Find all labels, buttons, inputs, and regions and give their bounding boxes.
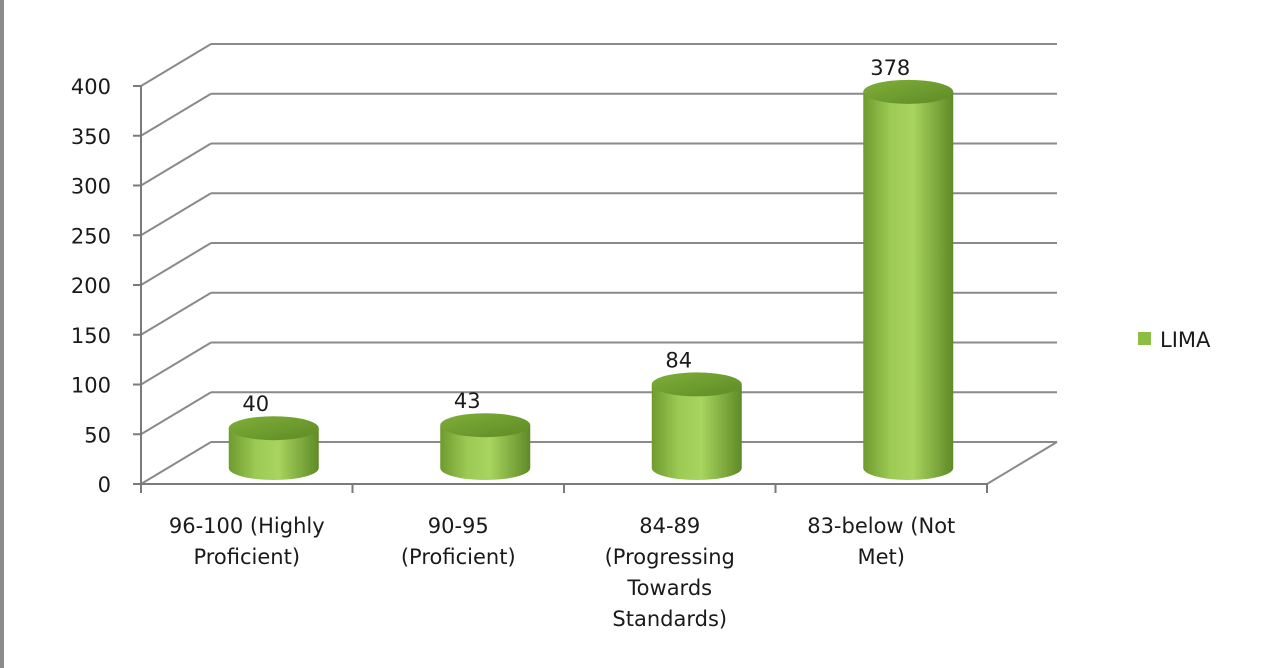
x-tick-label: 96-100 (Highly Proficient)	[169, 514, 325, 569]
gridline-side	[140, 43, 212, 87]
y-tick-label: 300	[71, 175, 111, 199]
bar-body	[440, 425, 531, 480]
data-label: 40	[242, 392, 269, 416]
x-tick-label: 84-89 (Progressing Towards Standards)	[605, 514, 735, 631]
bar	[228, 416, 319, 480]
legend-swatch	[1138, 332, 1151, 345]
y-tick-label: 150	[71, 324, 111, 348]
bar-body	[863, 91, 954, 480]
y-tick-label: 400	[71, 75, 111, 99]
gridline-side	[140, 242, 212, 286]
y-tick-label: 0	[98, 473, 111, 497]
gridline-side	[140, 92, 212, 137]
bar-body	[228, 428, 319, 480]
gridline-side	[140, 441, 212, 485]
legend-item-lima: LIMA	[1138, 328, 1211, 352]
gridline-side	[140, 192, 212, 237]
axes: 0 50 100 150 200 250 300 350 400 96-100 (Highly Pr…	[71, 75, 988, 631]
bar-top	[863, 79, 954, 104]
labels: 40 43 84 378	[242, 56, 910, 416]
y-tick-label: 50	[84, 423, 111, 447]
y-tick-label: 250	[71, 224, 111, 248]
y-tick-label: 350	[71, 125, 111, 149]
bar-top	[651, 372, 742, 397]
data-label: 43	[454, 389, 481, 413]
gridline-side	[140, 391, 212, 436]
legend-label: LIMA	[1160, 328, 1211, 352]
floor-edge	[986, 441, 1058, 485]
gridline-side	[140, 291, 212, 336]
data-label: 84	[665, 348, 692, 372]
bar	[863, 79, 954, 480]
bar	[651, 372, 742, 480]
x-tick-label: 90-95 (Proficient)	[401, 514, 516, 569]
gridline-side	[140, 341, 212, 386]
bar	[440, 413, 531, 480]
y-tick-label: 200	[71, 274, 111, 298]
data-label: 378	[870, 56, 910, 80]
x-tick-label: 83-below (Not Met)	[807, 514, 955, 569]
y-tick-label: 100	[71, 374, 111, 398]
gridline-side	[140, 142, 212, 187]
left-border-line	[0, 0, 4, 668]
bars	[228, 79, 954, 480]
bar-body	[651, 384, 742, 480]
legend: LIMA	[1138, 328, 1211, 352]
bar-top	[228, 416, 319, 441]
bar-top	[440, 413, 531, 438]
